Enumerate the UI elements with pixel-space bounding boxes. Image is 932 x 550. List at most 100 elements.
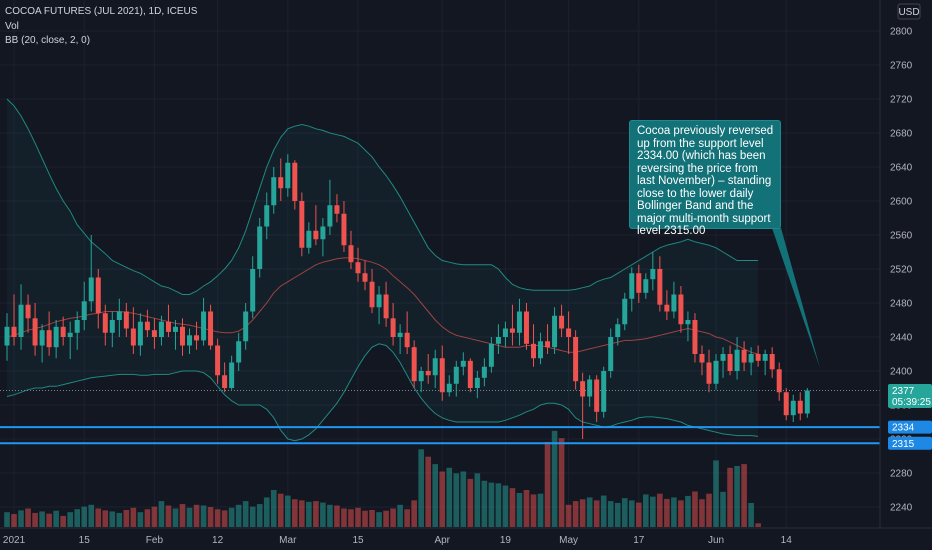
candle-body <box>25 304 31 319</box>
candle-body <box>453 366 459 384</box>
volume-bar <box>242 501 249 527</box>
volume-bar <box>643 494 649 527</box>
candle-body <box>320 226 326 240</box>
volume-bar <box>102 510 109 527</box>
annotation-callout[interactable]: Cocoa previously reversed up from the su… <box>629 120 781 237</box>
volume-bar <box>32 512 38 527</box>
candle-body <box>306 230 312 248</box>
candle-body <box>264 205 270 227</box>
time-tick-label: 17 <box>633 535 645 546</box>
candle <box>523 303 529 350</box>
volume-bar <box>158 501 165 527</box>
price-tick-label: 2680 <box>890 129 913 140</box>
volume-bar <box>341 508 347 527</box>
volume-bars <box>4 430 761 527</box>
volume-bar <box>755 523 761 527</box>
candle-body <box>201 311 207 341</box>
candle <box>180 318 185 356</box>
volume-bar <box>572 501 579 527</box>
candle <box>18 284 24 350</box>
price-tick-label: 2280 <box>890 469 913 480</box>
bollinger-basis-line <box>6 257 759 355</box>
candle <box>678 286 684 333</box>
candle-body <box>622 298 628 325</box>
candle <box>313 205 319 246</box>
volume-bar <box>713 460 719 527</box>
candle-body <box>790 400 796 416</box>
candle <box>299 192 305 257</box>
candle <box>685 311 691 342</box>
volume-bar <box>172 508 179 527</box>
candle-body <box>664 304 670 312</box>
symbol-title[interactable]: COCOA FUTURES (JUL 2021), 1D, ICEUS <box>5 6 198 17</box>
candle <box>109 311 115 348</box>
candle <box>229 355 235 390</box>
candle-body <box>692 320 698 354</box>
candle <box>4 313 10 361</box>
candle <box>376 286 382 325</box>
bollinger-lower-band <box>6 343 759 442</box>
volume-bar <box>327 504 333 527</box>
candle <box>664 290 670 320</box>
volume-bar <box>116 512 123 527</box>
candle <box>369 269 375 314</box>
support-value-2315: 2315 <box>892 439 915 450</box>
candle-body <box>271 177 277 206</box>
candle <box>741 341 747 371</box>
bollinger-indicator-label[interactable]: BB (20, close, 2, 0) <box>5 35 91 46</box>
candle <box>727 345 733 376</box>
candle <box>797 392 803 421</box>
candle-body <box>481 366 487 378</box>
volume-bar <box>607 501 614 527</box>
time-tick-label: 19 <box>500 535 512 546</box>
volume-bar <box>186 507 193 527</box>
volume-bar <box>207 507 214 527</box>
candle-body <box>299 201 305 248</box>
volume-bar <box>516 492 523 527</box>
candle-body <box>545 341 551 348</box>
volume-bar <box>270 490 277 527</box>
volume-bar <box>628 500 635 527</box>
volume-bar <box>39 511 45 527</box>
bollinger-upper-band <box>6 98 759 295</box>
candle <box>264 192 270 240</box>
candle <box>165 304 171 337</box>
price-tick-label: 2760 <box>890 61 913 72</box>
candle <box>531 324 536 367</box>
candle-body <box>187 335 193 346</box>
candle-body <box>755 354 761 361</box>
candle <box>130 307 136 354</box>
candle-body <box>144 321 150 331</box>
currency-badge[interactable]: USD <box>897 3 921 20</box>
candle <box>460 352 466 376</box>
candle-body <box>566 328 572 337</box>
candles <box>4 154 810 439</box>
volume-bar <box>699 499 705 527</box>
volume-bar <box>263 497 270 527</box>
candle-body <box>180 326 185 346</box>
volume-bar <box>109 511 116 527</box>
volume-indicator-label[interactable]: Vol <box>5 21 19 32</box>
candle <box>137 313 143 356</box>
volume-bar <box>692 491 698 527</box>
support-label-2334: 2334 <box>888 420 932 434</box>
volume-bar <box>734 465 740 527</box>
candle-body <box>629 273 635 299</box>
candle <box>144 309 150 337</box>
volume-bar <box>551 430 558 527</box>
candle <box>348 230 354 269</box>
candle <box>776 362 782 401</box>
time-tick-label: Jun <box>708 535 724 546</box>
candle <box>39 324 45 363</box>
volume-bar <box>678 500 684 527</box>
candle <box>25 294 31 333</box>
volume-bar <box>123 509 130 527</box>
price-tick-label: 2440 <box>890 333 913 344</box>
candle-body <box>594 379 600 412</box>
candle <box>545 324 551 354</box>
candle <box>32 303 38 356</box>
candle-body <box>706 362 712 384</box>
candle <box>257 218 263 278</box>
candle-body <box>460 360 466 367</box>
